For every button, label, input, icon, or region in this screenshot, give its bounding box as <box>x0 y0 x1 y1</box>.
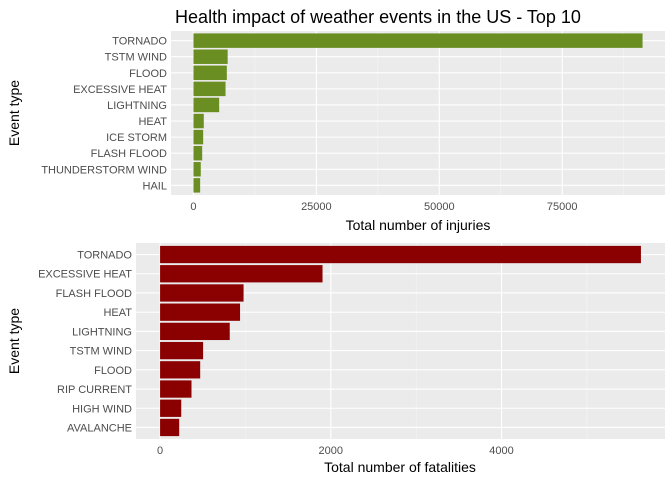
x-tick-label: 75000 <box>547 201 578 213</box>
bar-hail <box>193 178 201 193</box>
chart-title: Health impact of weather events in the U… <box>175 7 581 27</box>
injuries-gridlines <box>171 31 665 195</box>
injuries-y-axis-title: Event type <box>6 80 22 146</box>
y-tick-label: LIGHTNING <box>107 100 167 112</box>
y-tick-label: THUNDERSTORM WIND <box>41 164 167 176</box>
y-tick-label: HEAT <box>103 307 132 319</box>
bar-ice-storm <box>193 129 204 145</box>
fatalities-x-axis-title: Total number of fatalities <box>324 459 476 475</box>
y-tick-label: HAIL <box>143 180 167 192</box>
y-tick-label: FLOOD <box>129 68 167 80</box>
bar-excessive-heat <box>193 81 226 97</box>
y-tick-label: HEAT <box>138 116 167 128</box>
y-tick-label: FLASH FLOOD <box>91 148 167 160</box>
x-tick-label: 50000 <box>424 201 455 213</box>
y-tick-label: FLOOD <box>94 365 132 377</box>
bar-tstm-wind <box>160 341 204 360</box>
injuries-x-tick-labels: 0 25000 50000 75000 <box>190 201 577 213</box>
y-tick-label: TSTM WIND <box>105 52 167 64</box>
injuries-y-tick-labels: TORNADO TSTM WIND FLOOD EXCESSIVE HEAT LIGHT… <box>41 36 167 193</box>
y-tick-label: FLASH FLOOD <box>56 288 132 300</box>
fatalities-x-tick-labels: 0 2000 4000 <box>157 445 514 457</box>
bar-lightning <box>160 322 230 341</box>
bar-flood <box>193 65 227 81</box>
bar-high-wind <box>160 399 182 417</box>
bar-heat <box>193 113 204 129</box>
fatalities-bars <box>160 245 641 437</box>
bar-flash-flood <box>160 284 244 302</box>
bar-tstm-wind <box>193 49 228 64</box>
fatalities-y-tick-labels: TORNADO EXCESSIVE HEAT FLASH FLOOD HEAT LIGH… <box>38 250 132 435</box>
bar-heat <box>160 303 241 321</box>
x-tick-label: 25000 <box>301 201 332 213</box>
y-tick-label: HIGH WIND <box>72 403 132 415</box>
bar-tornado <box>160 245 641 264</box>
bar-flood <box>160 361 201 379</box>
injuries-x-axis-title: Total number of injuries <box>346 217 491 233</box>
y-tick-label: TORNADO <box>112 36 167 48</box>
x-tick-label: 2000 <box>319 445 343 457</box>
x-tick-label: 4000 <box>489 445 513 457</box>
x-tick-label: 0 <box>157 445 163 457</box>
injuries-plot-background <box>171 31 665 195</box>
bar-rip-current <box>160 380 192 398</box>
bar-lightning <box>193 97 220 113</box>
y-tick-label: EXCESSIVE HEAT <box>38 269 132 281</box>
y-tick-label: RIP CURRENT <box>57 384 132 396</box>
bar-flash-flood <box>193 145 203 161</box>
y-tick-label: AVALANCHE <box>67 422 132 434</box>
fatalities-y-axis-title: Event type <box>6 308 22 374</box>
bar-tornado <box>193 33 643 48</box>
bar-excessive-heat <box>160 265 323 283</box>
bar-avalanche <box>160 418 180 437</box>
fatalities-panel: TORNADO EXCESSIVE HEAT FLASH FLOOD HEAT LIGH… <box>6 243 665 475</box>
injuries-bars <box>193 33 643 193</box>
injuries-panel: TORNADO TSTM WIND FLOOD EXCESSIVE HEAT LIGHT… <box>6 31 665 233</box>
y-tick-label: TORNADO <box>77 250 132 262</box>
y-tick-label: TSTM WIND <box>70 346 132 358</box>
y-tick-label: LIGHTNING <box>72 326 132 338</box>
y-tick-label: ICE STORM <box>106 132 167 144</box>
bar-thunderstorm-wind <box>193 162 201 177</box>
y-tick-label: EXCESSIVE HEAT <box>73 84 167 96</box>
x-tick-label: 0 <box>190 201 196 213</box>
